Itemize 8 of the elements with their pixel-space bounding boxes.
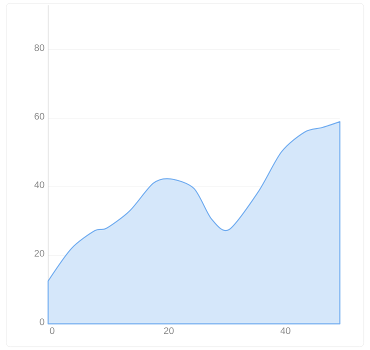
x-tick-label: 0: [50, 327, 54, 334]
y-tick-label: 40: [34, 181, 44, 188]
y-tick-label: 20: [34, 250, 44, 257]
x-tick-label: 20: [164, 327, 174, 334]
x-tick-label: 40: [280, 327, 290, 334]
y-tick-label: 0: [40, 318, 44, 326]
y-tick-label: 60: [34, 112, 44, 120]
y-tick-label: 80: [34, 44, 44, 52]
